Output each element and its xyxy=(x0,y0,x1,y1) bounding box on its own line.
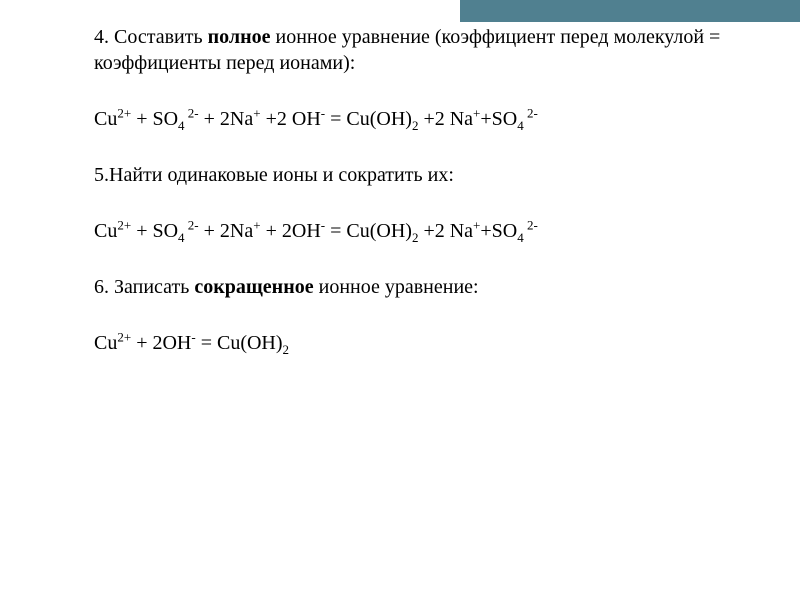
eq2-p14: +SO xyxy=(480,220,517,242)
eq2-p1: Cu xyxy=(94,220,117,242)
section-6-bold: сокращенное xyxy=(194,276,313,298)
eq3-p6: 2 xyxy=(283,342,290,357)
eq3-p2: 2+ xyxy=(117,329,131,344)
eq2-p8: + 2OH xyxy=(261,220,321,242)
equation-3: Cu2+ + 2OH- = Cu(OH)2 xyxy=(94,328,770,358)
eq3-p3: + 2OH xyxy=(131,332,191,354)
accent-bar xyxy=(460,0,800,22)
eq1-p7: + xyxy=(253,105,260,120)
eq1-p1: Cu xyxy=(94,108,117,130)
eq1-p5: 2- xyxy=(185,105,199,120)
section-4-text-before: 4. Составить xyxy=(94,26,208,48)
eq1-p16: 2- xyxy=(524,105,538,120)
section-6-text-after: ионное уравнение: xyxy=(314,276,479,298)
section-5-text: 5.Найти одинаковые ионы и сократить их: xyxy=(94,164,454,186)
section-4-bold: полное xyxy=(208,26,271,48)
eq2-p2: 2+ xyxy=(117,217,131,232)
eq2-p10: = Cu(OH) xyxy=(325,220,412,242)
section-6-heading: 6. Записать сокращенное ионное уравнение… xyxy=(94,274,770,300)
slide-content: 4. Составить полное ионное уравнение (ко… xyxy=(0,0,800,406)
eq2-p3: + SO xyxy=(131,220,178,242)
eq1-p10: = Cu(OH) xyxy=(325,108,412,130)
eq1-p12: +2 Na xyxy=(418,108,473,130)
eq3-p5: = Cu(OH) xyxy=(196,332,283,354)
eq2-p16: 2- xyxy=(524,217,538,232)
eq1-p2: 2+ xyxy=(117,105,131,120)
equation-1: Cu2+ + SO4 2- + 2Na+ +2 OH- = Cu(OH)2 +2… xyxy=(94,104,770,134)
equation-2: Cu2+ + SO4 2- + 2Na+ + 2OH- = Cu(OH)2 +2… xyxy=(94,216,770,246)
eq1-p8: +2 OH xyxy=(261,108,321,130)
eq3-p1: Cu xyxy=(94,332,117,354)
eq2-p5: 2- xyxy=(185,217,199,232)
eq2-p6: + 2Na xyxy=(199,220,254,242)
eq1-p6: + 2Na xyxy=(199,108,254,130)
section-5-heading: 5.Найти одинаковые ионы и сократить их: xyxy=(94,162,770,188)
section-4-heading: 4. Составить полное ионное уравнение (ко… xyxy=(94,24,770,76)
eq1-p14: +SO xyxy=(480,108,517,130)
eq1-p3: + SO xyxy=(131,108,178,130)
eq2-p7: + xyxy=(253,217,260,232)
eq2-p12: +2 Na xyxy=(418,220,473,242)
section-6-text-before: 6. Записать xyxy=(94,276,194,298)
